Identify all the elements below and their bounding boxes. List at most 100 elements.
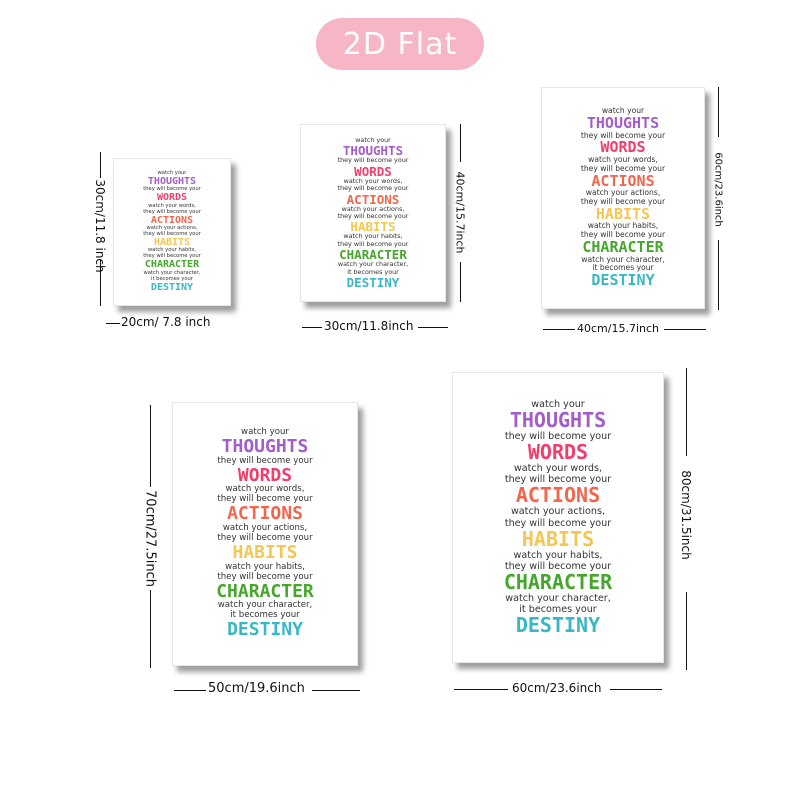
poster-word-thoughts: THOUGHTS: [586, 113, 660, 132]
poster-line-become-2: they will become your: [504, 474, 612, 486]
poster-line-become-2: they will become your: [580, 163, 666, 173]
poster-line-become-3: they will become your: [217, 533, 313, 543]
poster-line-becomes: it becomes your: [347, 267, 399, 276]
poster-word-thoughts: THOUGHTS: [342, 143, 404, 159]
poster-line-watch-words: watch your words,: [513, 463, 603, 475]
poster-line-become-4: they will become your: [217, 571, 313, 582]
poster-line-watch-words: watch your words,: [343, 176, 403, 185]
poster-line-become-1: they will become your: [580, 130, 666, 140]
height-line-bottom-2: [460, 262, 461, 302]
poster-line-watch-habits: watch your habits,: [147, 247, 197, 254]
poster-line-become-3: they will become your: [143, 231, 201, 237]
poster-line-become-3: they will become your: [580, 197, 666, 206]
height-line-top-5: [686, 368, 687, 456]
poster-word-character: CHARACTER: [582, 237, 664, 256]
poster-line-watch-words: watch your words,: [148, 202, 196, 209]
poster-line-becomes: it becomes your: [230, 610, 300, 621]
poster-line-become-4: they will become your: [580, 230, 666, 240]
poster-line-become-1: they will become your: [337, 156, 409, 165]
poster-line-watch-character: watch your character,: [581, 254, 665, 264]
width-line-left-1: [106, 323, 120, 324]
poster-line-become-4: they will become your: [504, 560, 612, 572]
width-label-5: 60cm/23.6inch: [512, 681, 602, 695]
poster-line-watch-actions: watch your actions,: [510, 506, 606, 518]
poster-word-character: CHARACTER: [144, 259, 200, 271]
poster-line-watch-thoughts: watch your: [355, 135, 391, 144]
poster-line-become-2: they will become your: [143, 208, 201, 215]
poster-word-destiny: DESTINY: [591, 271, 655, 290]
width-line-left-2: [302, 327, 322, 328]
poster-word-actions: ACTIONS: [346, 191, 400, 207]
height-line-top-1: [100, 152, 101, 178]
height-line-top-2: [460, 124, 461, 162]
poster-line-watch-words: watch your words,: [225, 484, 305, 495]
poster-line-watch-thoughts: watch your: [157, 169, 187, 176]
poster-word-words: WORDS: [156, 192, 188, 204]
poster-word-character: CHARACTER: [339, 247, 407, 263]
poster-line-become-1: they will become your: [143, 186, 201, 193]
poster-word-words: WORDS: [237, 464, 293, 486]
poster-line-watch-actions: watch your actions,: [341, 204, 405, 213]
height-label-4: 70cm/27.5inch: [142, 490, 158, 587]
height-line-bottom-1: [100, 260, 101, 306]
poster-word-habits: HABITS: [350, 219, 396, 235]
width-line-right-5: [610, 689, 662, 690]
height-line-bottom-4: [150, 590, 151, 668]
poster-word-habits: HABITS: [521, 526, 595, 551]
height-line-top-4: [150, 405, 151, 487]
poster-line-watch-habits: watch your habits,: [343, 232, 403, 241]
poster-word-actions: ACTIONS: [515, 483, 601, 508]
width-line-left-5: [454, 689, 508, 690]
poster-word-thoughts: THOUGHTS: [221, 435, 309, 457]
poster-line-watch-character: watch your character,: [505, 592, 611, 604]
poster-word-words: WORDS: [354, 163, 392, 179]
poster-50x70: watch your THOUGHTS they will become your W…: [172, 402, 358, 666]
height-line-bottom-3: [718, 240, 719, 310]
poster-line-watch-words: watch your words,: [588, 155, 658, 165]
poster-line-become-1: they will become your: [217, 455, 313, 466]
poster-line-watch-character: watch your character,: [143, 269, 201, 276]
poster-word-thoughts: THOUGHTS: [147, 175, 197, 187]
poster-word-habits: HABITS: [153, 236, 191, 248]
poster-line-watch-thoughts: watch your: [601, 106, 645, 116]
height-label-3: 60cm/23.6inch: [712, 152, 724, 227]
poster-word-thoughts: THOUGHTS: [509, 408, 607, 433]
height-label-5: 80cm/31.5inch: [679, 470, 693, 560]
poster-word-destiny: DESTINY: [515, 612, 601, 637]
poster-line-become-3: they will become your: [337, 212, 409, 220]
poster-line-watch-habits: watch your habits,: [587, 221, 659, 231]
poster-40x60: watch your THOUGHTS they will become your W…: [541, 87, 705, 309]
width-label-2: 30cm/11.8inch: [324, 319, 414, 333]
poster-line-watch-actions: watch your actions,: [146, 225, 198, 232]
poster-20x30: watch your THOUGHTS they will become your W…: [113, 158, 231, 306]
poster-word-destiny: DESTINY: [346, 275, 400, 291]
width-line-left-3: [543, 329, 575, 330]
poster-word-actions: ACTIONS: [227, 503, 303, 525]
poster-line-watch-character: watch your character,: [217, 600, 313, 611]
width-label-3: 40cm/15.7inch: [577, 322, 660, 335]
height-line-bottom-5: [686, 592, 687, 670]
width-line-right-2: [418, 327, 448, 328]
poster-word-character: CHARACTER: [216, 580, 314, 602]
poster-60x80: watch your THOUGHTS they will become your W…: [452, 372, 664, 663]
width-label-4: 50cm/19.6inch: [208, 681, 305, 696]
poster-line-watch-actions: watch your actions,: [222, 523, 308, 534]
poster-line-watch-thoughts: watch your: [241, 426, 289, 437]
poster-word-actions: ACTIONS: [591, 171, 655, 190]
poster-line-become-2: they will become your: [337, 184, 409, 193]
poster-line-become-4: they will become your: [143, 253, 201, 260]
poster-word-words: WORDS: [600, 138, 646, 157]
poster-word-destiny: DESTINY: [150, 281, 194, 293]
poster-line-become-1: they will become your: [504, 431, 612, 443]
poster-word-words: WORDS: [527, 440, 589, 465]
poster-word-actions: ACTIONS: [150, 214, 194, 226]
poster-line-watch-thoughts: watch your: [531, 399, 585, 411]
poster-word-character: CHARACTER: [503, 569, 613, 594]
height-line-top-3: [718, 87, 719, 137]
poster-30x40: watch your THOUGHTS they will become your W…: [300, 124, 446, 302]
poster-line-watch-habits: watch your habits,: [513, 549, 603, 561]
poster-line-becomes: it becomes your: [151, 275, 193, 282]
height-label-2: 40cm/15.7inch: [453, 171, 467, 254]
width-label-1: 20cm/ 7.8 inch: [121, 315, 211, 329]
poster-line-become-4: they will become your: [337, 239, 409, 248]
